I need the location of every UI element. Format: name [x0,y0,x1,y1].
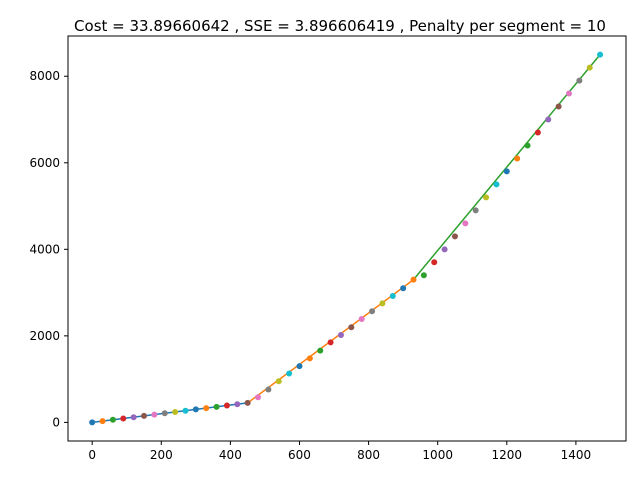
x-tick-label: 400 [219,448,242,462]
x-tick-label: 0 [88,448,96,462]
data-point [483,194,490,201]
data-point [400,285,407,292]
data-point [379,300,386,307]
x-tick-label: 800 [357,448,380,462]
plot-frame [67,35,627,442]
data-point [286,370,293,377]
data-point [420,272,427,279]
data-point [410,276,417,283]
data-point [597,51,604,58]
x-tick-label: 600 [288,448,311,462]
data-point [265,386,272,393]
data-point [586,64,593,71]
fit-segment-3 [412,54,601,281]
data-point [244,399,251,406]
x-axis: 0 200 400 600 800 1000 1200 1400 [88,441,591,462]
y-tick-label: 6000 [29,156,60,170]
data-point [120,415,127,422]
data-point [296,363,303,370]
data-point [389,293,396,300]
x-tick-label: 1400 [561,448,592,462]
data-point [275,378,282,385]
data-point [462,220,469,227]
data-point [234,401,241,408]
data-point [369,308,376,315]
data-point [431,259,438,266]
data-point [565,90,572,97]
data-point [348,324,355,331]
data-point [472,207,479,214]
data-point [534,129,541,136]
x-tick-label: 200 [150,448,173,462]
data-point [89,419,96,426]
y-tick-label: 8000 [29,69,60,83]
x-tick-label: 1200 [492,448,523,462]
data-point [514,155,521,162]
data-point [327,339,334,346]
data-point [99,418,106,425]
data-point [441,246,448,253]
chart-title: Cost = 33.89660642 , SSE = 3.896606419 ,… [74,17,606,35]
y-tick-label: 2000 [29,329,60,343]
fit-segment-1 [92,402,248,424]
data-point [358,315,365,322]
data-point [203,405,210,412]
data-point [545,116,552,123]
data-point [192,406,199,413]
fit-segments [92,54,601,424]
data-point [130,414,137,421]
data-point [213,403,220,410]
data-point [317,347,324,354]
data-point [503,168,510,175]
data-point [182,407,189,414]
data-point [576,77,583,84]
y-axis: 0 2000 4000 6000 8000 [29,69,68,429]
data-point [161,410,168,417]
data-points [89,51,604,426]
data-point [306,355,313,362]
y-tick-label: 4000 [29,242,60,256]
data-point [524,142,531,149]
data-point [255,394,262,401]
data-point [141,412,148,419]
data-point [337,331,344,338]
data-point [555,103,562,110]
data-point [109,416,116,423]
data-point [151,411,158,418]
data-point [493,181,500,188]
y-tick-label: 0 [52,415,60,429]
x-tick-label: 1000 [422,448,453,462]
data-point [223,402,230,409]
data-point [172,409,179,416]
data-point [451,233,458,240]
